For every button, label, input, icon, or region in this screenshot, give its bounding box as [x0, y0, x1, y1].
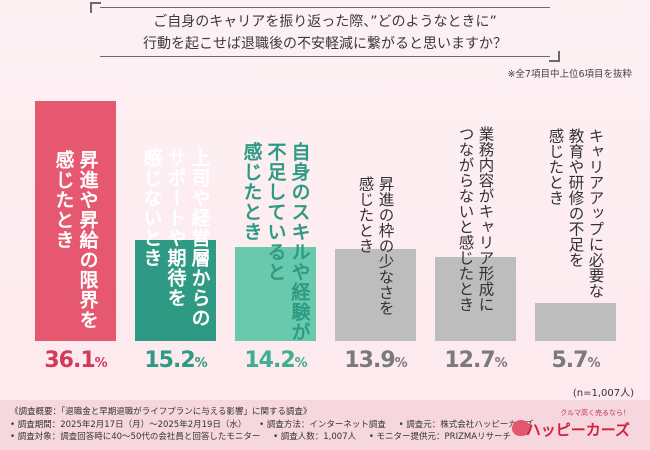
bar-label-line: キャリアアップに必要な	[586, 128, 605, 299]
value-unit: %	[394, 356, 408, 371]
bar-label-line: 昇進や昇給の限界を	[76, 150, 99, 330]
value-number: 5.7	[551, 348, 588, 373]
survey-sponsor: • 調査元：株式会社ハッピーカーズ	[398, 419, 534, 430]
bar-label-line: つながらないと感じたとき	[456, 126, 475, 312]
bar-label-1: 昇進や昇給の限界を 感じたとき	[52, 150, 100, 330]
value-unit: %	[94, 356, 108, 371]
bar-label-line: 不足していると	[264, 142, 287, 282]
bar-label-line: 感じたとき	[356, 176, 375, 254]
value-label-3: 14.2%	[226, 348, 326, 373]
value-label-1: 36.1%	[26, 348, 126, 373]
question-line-1: ご自身のキャリアを振り返った際、”どのようなときに”	[153, 14, 497, 30]
bar-label-3: 自身のスキルや経験が 不足していると 感じたとき	[240, 142, 312, 342]
bar-6	[535, 303, 616, 341]
survey-details: 《調査概要：「退職金と早期退職がライフプランに与える影響」に関する調査》 • 調…	[10, 406, 543, 444]
value-number: 15.2	[144, 348, 195, 373]
value-number: 13.9	[344, 348, 395, 373]
bar-4	[335, 249, 416, 341]
bar-label-6: キャリアアップに必要な 教育や研修の不足を 感じたとき	[546, 128, 606, 299]
survey-target: • 調査対象：調査回答時に40〜50代の会社員と回答したモニター	[10, 432, 261, 442]
value-unit: %	[294, 356, 308, 371]
value-label-6: 5.7%	[526, 348, 626, 373]
bar-chart: 昇進や昇給の限界を 感じたとき 36.1% 上司や経営層からの サポートや期待を 感じない…	[26, 101, 626, 373]
value-unit: %	[587, 356, 600, 371]
survey-question: ご自身のキャリアを振り返った際、”どのようなときに” 行動を起こせば退職後の不安…	[90, 2, 560, 62]
question-line-2: 行動を起こせば退職後の不安軽減に繋がると思いますか？	[143, 36, 507, 52]
brand-logo: クルマ高く売るなら！ ハッピーカーズ	[510, 408, 630, 444]
bar-label-5: 業務内容がキャリア形成に つながらないと感じたとき	[456, 126, 496, 312]
bar-label-line: 感じたとき	[52, 150, 75, 250]
logo-name: ハッピーカーズ	[525, 421, 630, 439]
bar-label-line: 上司や経営層からの	[188, 148, 211, 328]
value-number: 36.1	[44, 348, 95, 373]
footer	[0, 400, 650, 450]
bar-label-line: 自身のスキルや経験が	[288, 142, 311, 342]
bar-label-line: サポートや期待を	[164, 148, 187, 308]
sample-size: (n=1,007人)	[572, 388, 634, 399]
bar-1	[35, 101, 116, 341]
logo-tagline: クルマ高く売るなら！	[560, 409, 630, 417]
value-label-4: 13.9%	[326, 348, 426, 373]
survey-period: • 調査期間：2025年2月17日（月）〜2025年2月19日（水）	[10, 419, 247, 430]
survey-count: • 調査人数：1,007人	[273, 432, 357, 442]
bar-label-4: 昇進の枠の少なさを 感じたとき	[356, 176, 396, 316]
bar-3	[235, 247, 316, 341]
bar-label-2: 上司や経営層からの サポートや期待を 感じないとき	[140, 148, 212, 328]
selection-note: ※全7項目中上位6項目を抜粋	[507, 69, 632, 80]
bar-5	[435, 257, 516, 341]
value-number: 12.7	[444, 348, 495, 373]
value-number: 14.2	[244, 348, 295, 373]
bar-label-line: 感じないとき	[140, 148, 163, 268]
bar-label-line: 昇進の枠の少なさを	[376, 176, 395, 316]
bar-2	[135, 240, 216, 341]
value-unit: %	[194, 356, 208, 371]
survey-provider: • モニター提供元：PRIZMAリサーチ	[368, 432, 512, 442]
survey-overview: 《調査概要：「退職金と早期退職がライフプランに与える影響」に関する調査》	[10, 407, 312, 417]
survey-method: • 調査方法：インターネット調査	[259, 419, 386, 430]
value-unit: %	[494, 356, 508, 371]
pig-icon	[512, 420, 530, 436]
bar-label-line: 業務内容がキャリア形成に	[476, 126, 495, 312]
bar-label-line: 教育や研修の不足を	[566, 128, 585, 268]
value-label-5: 12.7%	[426, 348, 526, 373]
value-label-2: 15.2%	[126, 348, 226, 373]
bar-label-line: 感じたとき	[240, 142, 263, 242]
bar-label-line: 感じたとき	[546, 128, 565, 206]
